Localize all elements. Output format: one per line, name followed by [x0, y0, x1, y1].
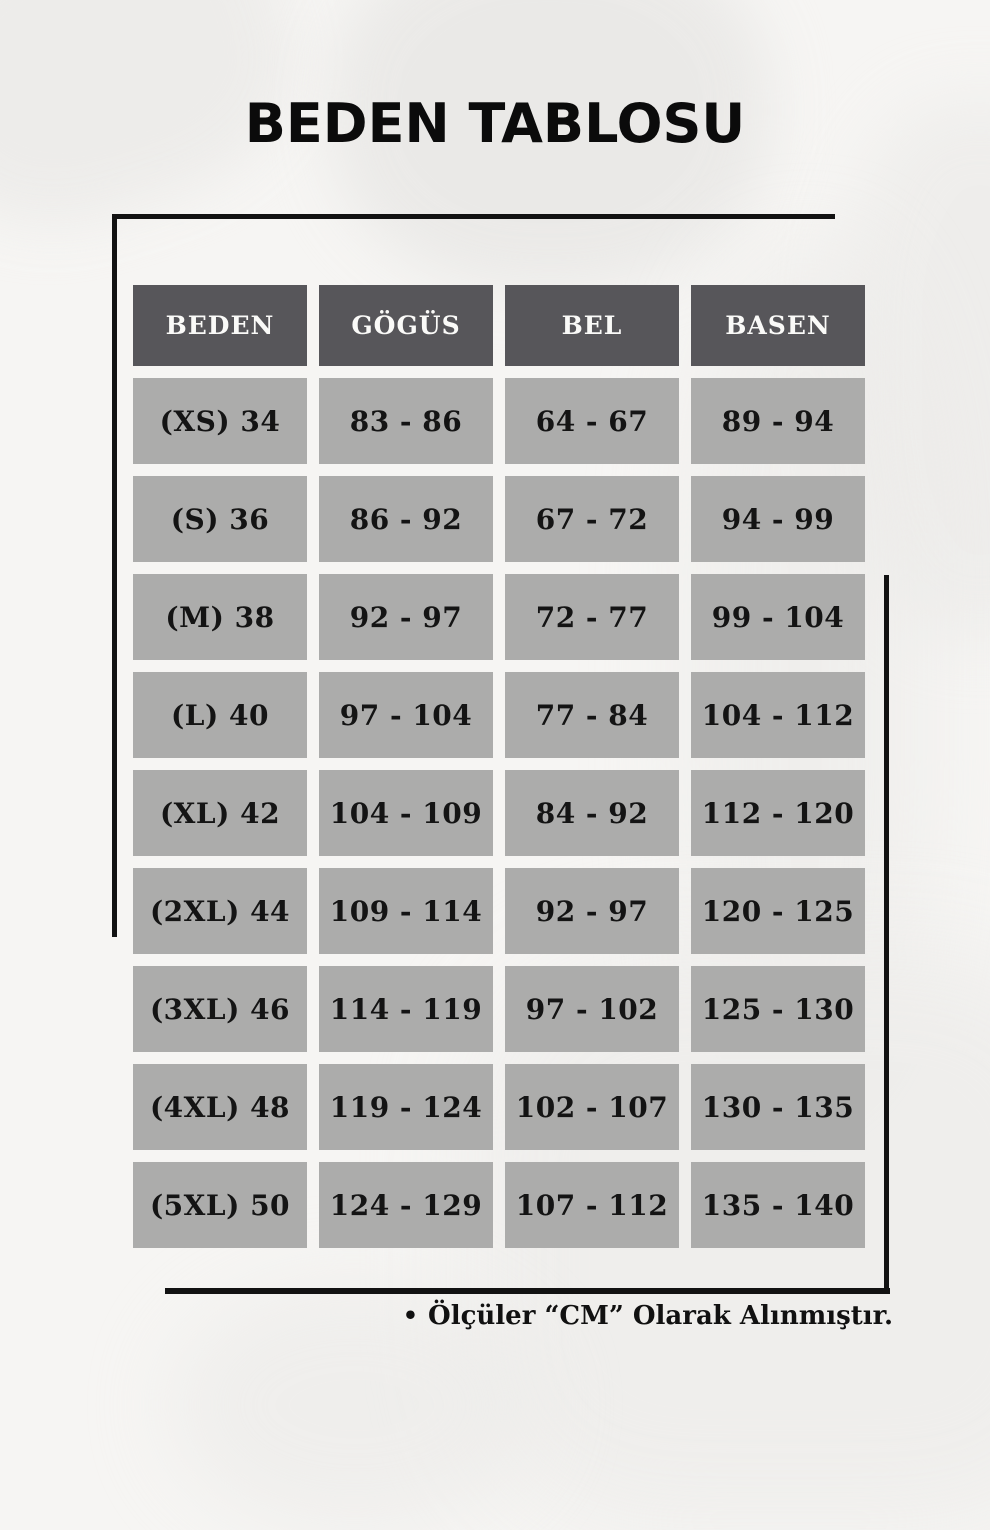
column-header: BASEN: [691, 285, 865, 366]
page-title: BEDEN TABLOSU: [244, 92, 746, 155]
size-cell: (XS) 34: [133, 378, 307, 464]
size-cell: (M) 38: [133, 574, 307, 660]
size-cell: (5XL) 50: [133, 1162, 307, 1248]
size-cell: 135 - 140: [691, 1162, 865, 1248]
size-cell: 92 - 97: [505, 868, 679, 954]
size-cell: 64 - 67: [505, 378, 679, 464]
measurement-note: • Ölçüler “CM” Olarak Alınmıştır.: [403, 1301, 893, 1331]
size-cell: 89 - 94: [691, 378, 865, 464]
size-cell: 120 - 125: [691, 868, 865, 954]
size-cell: 130 - 135: [691, 1064, 865, 1150]
size-cell: 84 - 92: [505, 770, 679, 856]
size-cell: 125 - 130: [691, 966, 865, 1052]
size-cell: (3XL) 46: [133, 966, 307, 1052]
frame-line-right: [884, 575, 889, 1294]
size-table: BEDEN GÖGÜS BEL BASEN (XS) 34 83 - 86 64 - 67 8…: [133, 285, 865, 1248]
size-cell: 99 - 104: [691, 574, 865, 660]
size-cell: 104 - 112: [691, 672, 865, 758]
frame-line-left: [112, 214, 117, 937]
size-cell: 104 - 109: [319, 770, 493, 856]
note-text: Ölçüler “CM” Olarak Alınmıştır.: [428, 1301, 893, 1331]
size-cell: 92 - 97: [319, 574, 493, 660]
frame-line-bottom: [165, 1288, 890, 1294]
column-header: GÖGÜS: [319, 285, 493, 366]
size-cell: 102 - 107: [505, 1064, 679, 1150]
size-cell: 67 - 72: [505, 476, 679, 562]
size-cell: (S) 36: [133, 476, 307, 562]
size-cell: (L) 40: [133, 672, 307, 758]
column-header: BEL: [505, 285, 679, 366]
size-cell: 86 - 92: [319, 476, 493, 562]
note-bullet: •: [402, 1301, 419, 1330]
size-cell: (4XL) 48: [133, 1064, 307, 1150]
size-cell: 94 - 99: [691, 476, 865, 562]
size-cell: 112 - 120: [691, 770, 865, 856]
size-cell: 97 - 104: [319, 672, 493, 758]
size-cell: 119 - 124: [319, 1064, 493, 1150]
size-cell: 72 - 77: [505, 574, 679, 660]
size-cell: 77 - 84: [505, 672, 679, 758]
frame-line-top: [112, 214, 835, 219]
size-cell: 114 - 119: [319, 966, 493, 1052]
size-cell: (XL) 42: [133, 770, 307, 856]
size-cell: 83 - 86: [319, 378, 493, 464]
size-cell: 97 - 102: [505, 966, 679, 1052]
size-cell: 124 - 129: [319, 1162, 493, 1248]
column-header: BEDEN: [133, 285, 307, 366]
size-cell: 109 - 114: [319, 868, 493, 954]
size-cell: (2XL) 44: [133, 868, 307, 954]
size-cell: 107 - 112: [505, 1162, 679, 1248]
